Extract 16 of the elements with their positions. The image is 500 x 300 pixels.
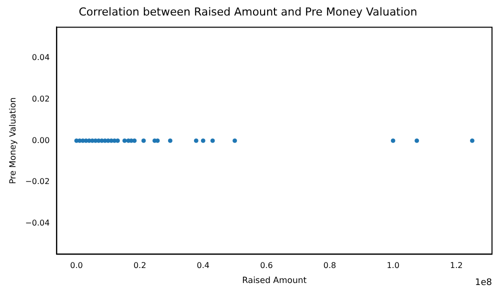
y-tick-label: 0.02 [32, 94, 50, 104]
x-tick-label: 0.0 [70, 261, 83, 270]
y-tick-label: 0.00 [32, 136, 50, 145]
x-tick-label: 0.2 [133, 261, 146, 270]
x-tick-label: 1.0 [386, 261, 400, 270]
x-tick-label: 1.2 [450, 261, 463, 270]
x-tick-label: 0.4 [196, 261, 210, 270]
y-tick-label: −0.02 [25, 177, 50, 186]
x-tick-label: 0.8 [323, 261, 336, 270]
y-tick-label: −0.04 [25, 218, 50, 228]
chart-title: Correlation between Raised Amount and Pre Money Valuation [78, 5, 418, 18]
x-axis-title: Raised Amount [242, 276, 308, 286]
text: 1e8 [475, 278, 492, 288]
y-axis-title: Pre Money Valuation [8, 97, 18, 184]
y-tick-label: 0.04 [32, 53, 50, 62]
x-tick-label: 0.6 [260, 261, 273, 270]
